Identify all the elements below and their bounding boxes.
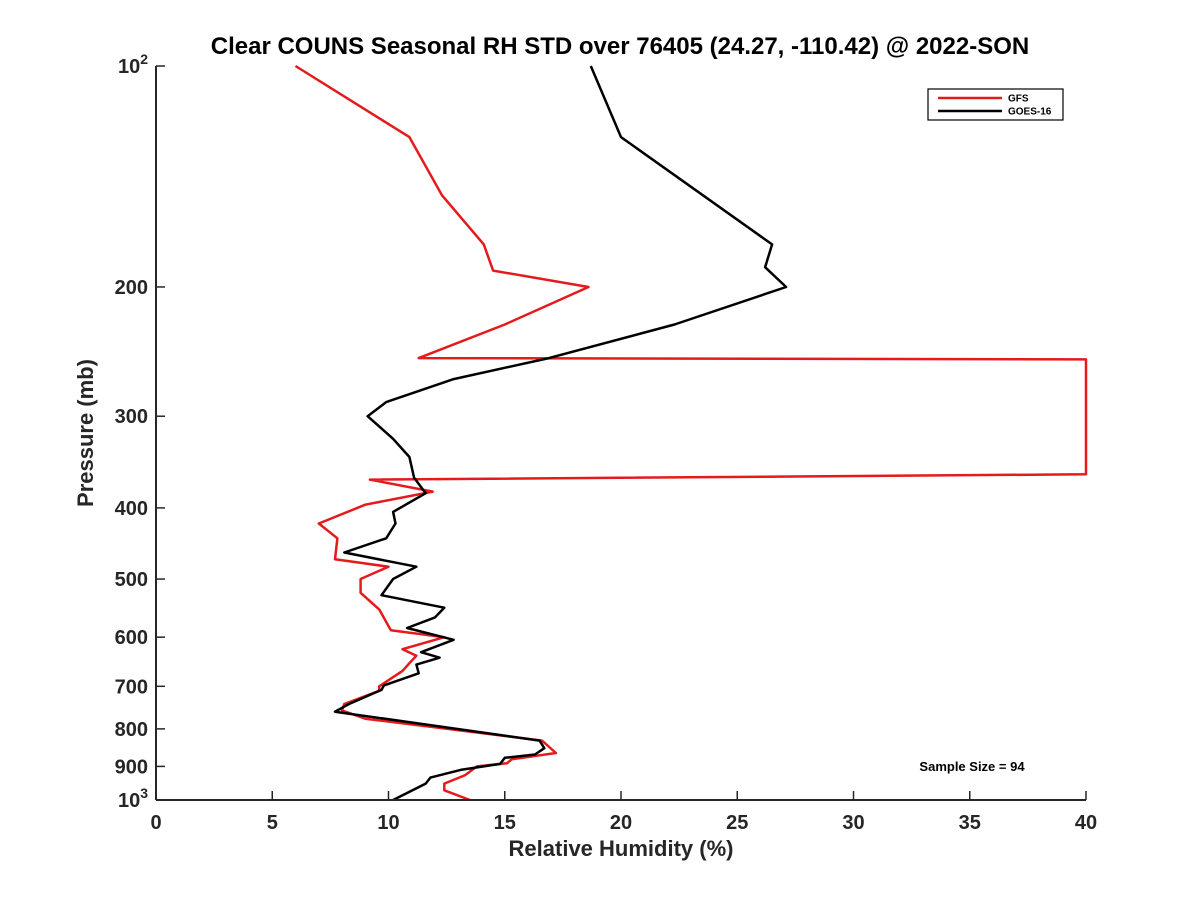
y-tick-label: 800: [115, 719, 148, 741]
x-axis-label: Relative Humidity (%): [509, 836, 734, 861]
x-tick-label: 30: [842, 812, 864, 834]
y-tick-label: 700: [115, 676, 148, 698]
legend-label: GFS: [1008, 94, 1029, 105]
y-tick-label: 300: [115, 406, 148, 428]
x-tick-label: 35: [959, 812, 981, 834]
x-tick-label: 0: [150, 812, 161, 834]
x-tick-label: 15: [494, 812, 516, 834]
x-tick-label: 40: [1075, 812, 1097, 834]
y-tick-label: 900: [115, 756, 148, 778]
series-line-gfs: [294, 64, 1088, 802]
x-tick-label: 5: [267, 812, 278, 834]
legend: GFS GOES-16: [927, 88, 1064, 121]
series-line-goes-16: [333, 65, 788, 802]
y-axis-ticks: 102 200 300 400 500 600 700 800 900 103: [115, 51, 165, 812]
x-tick-label: 10: [377, 812, 399, 834]
legend-box: [927, 88, 1064, 121]
y-axis-label: Pressure (mb): [73, 359, 98, 507]
legend-label: GOES-16: [1008, 107, 1052, 118]
series-layer: [294, 64, 1088, 802]
chart-title: Clear COUNS Seasonal RH STD over 76405 (…: [211, 33, 1029, 60]
x-tick-label: 20: [610, 812, 632, 834]
y-tick-label: 200: [115, 277, 148, 299]
x-tick-label: 25: [726, 812, 748, 834]
y-tick-label: 500: [115, 569, 148, 591]
y-tick-label: 102: [118, 51, 148, 78]
sample-size-annotation: Sample Size = 94: [919, 759, 1025, 774]
x-axis-ticks: 0 5 10 15 20 25 30 35 40: [150, 791, 1097, 834]
y-tick-label: 400: [115, 498, 148, 520]
y-tick-label: 103: [118, 785, 148, 812]
y-tick-label: 600: [115, 627, 148, 649]
